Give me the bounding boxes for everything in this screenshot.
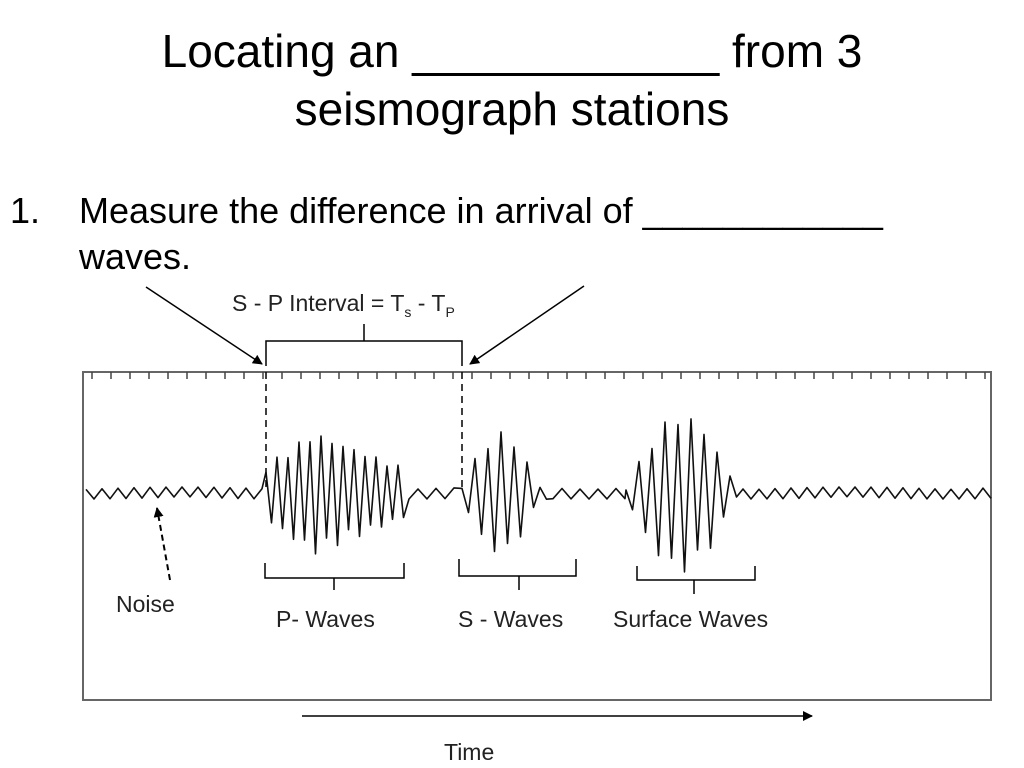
noise-label: Noise xyxy=(116,591,175,617)
s-waves-bracket xyxy=(458,559,577,590)
bullet-text: Measure the difference in arrival of ___… xyxy=(79,188,999,280)
bullet-text-line-1: Measure the difference in arrival of ___… xyxy=(79,190,883,231)
p-arrival-arrow xyxy=(145,286,263,365)
slide-title: Locating an ____________ from 3 seismogr… xyxy=(0,22,1024,138)
seismogram-frame xyxy=(82,371,992,701)
p-waves-label: P- Waves xyxy=(276,606,375,632)
bullet-number: 1. xyxy=(10,190,41,231)
bullet-text-line-2: waves. xyxy=(79,236,192,277)
slide-title-line-1: Locating an ____________ from 3 xyxy=(161,25,863,77)
s-arrival-arrow xyxy=(469,285,585,365)
time-tick-marks xyxy=(91,372,986,379)
seismogram-trace xyxy=(85,418,992,573)
surface-waves-bracket xyxy=(636,566,756,594)
surface-waves-label: Surface Waves xyxy=(613,606,768,632)
p-waves-bracket xyxy=(264,563,405,590)
interval-label: S - P Interval = Ts - TP xyxy=(232,290,455,320)
interval-bracket xyxy=(265,324,463,366)
slide-title-line-2: seismograph stations xyxy=(294,83,730,135)
s-waves-label: S - Waves xyxy=(458,606,563,632)
time-label: Time xyxy=(444,739,494,765)
noise-arrow xyxy=(153,507,171,581)
